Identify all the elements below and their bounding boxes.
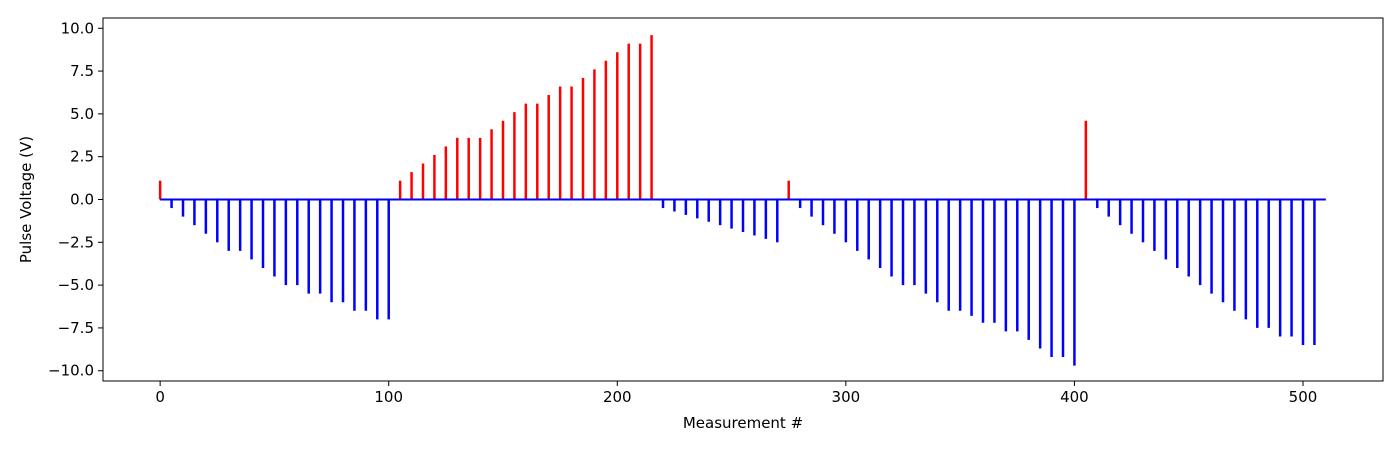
x-tick-label: 200 [603,388,632,406]
y-tick-label: −5.0 [58,276,94,294]
x-tick-label: 400 [1060,388,1089,406]
x-tick-label: 0 [155,388,165,406]
y-tick-label: 2.5 [70,148,94,166]
x-tick-label: 100 [374,388,403,406]
x-tick-label: 500 [1289,388,1318,406]
x-axis-ticks: 0 100 200 300 400 500 [155,381,1317,406]
y-tick-label: 7.5 [70,62,94,80]
y-tick-label: −7.5 [58,319,94,337]
y-tick-label: 5.0 [70,105,94,123]
x-tick-label: 300 [832,388,861,406]
y-axis-label: Pulse Voltage (V) [17,136,35,263]
y-tick-label: −10.0 [48,362,94,380]
y-tick-label: 10.0 [61,19,94,37]
y-tick-label: −2.5 [58,233,94,251]
chart-bars [158,35,1316,366]
y-axis-ticks: 10.0 7.5 5.0 2.5 0.0 −2.5 −5.0 −7.5 −10.0 [48,19,103,380]
x-axis-label: Measurement # [683,414,803,432]
y-tick-label: 0.0 [70,191,94,209]
